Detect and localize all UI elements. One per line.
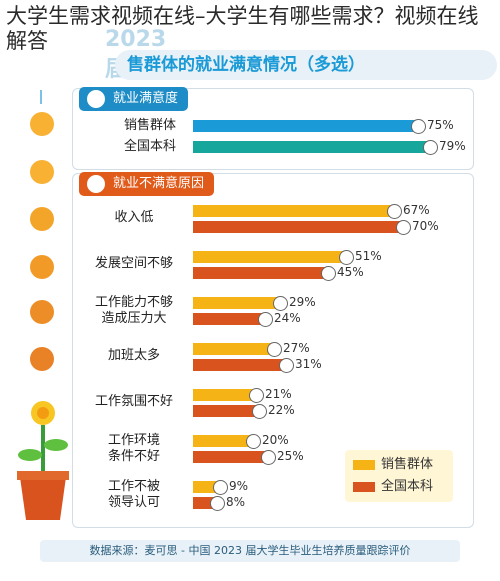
sad-icon: [246, 434, 261, 449]
value-label: 22%: [268, 403, 295, 417]
smile-icon: [411, 119, 426, 134]
heart-icon: [87, 90, 105, 108]
chart-heading: 售群体的就业满意情况（多选）: [115, 50, 497, 80]
value-label: 67%: [403, 203, 430, 217]
reason-bar: [193, 389, 256, 401]
broken-heart-icon: [87, 175, 105, 193]
value-label: 25%: [277, 449, 304, 463]
reason-bar: [193, 435, 253, 447]
reason-bar: [193, 359, 286, 371]
sad-icon: [267, 342, 282, 357]
value-label: 29%: [289, 295, 316, 309]
category-label: 销售群体: [123, 118, 176, 133]
reason-bar: [193, 221, 403, 233]
sad-icon: [252, 404, 267, 419]
category-label-line: 工作氛围不好: [94, 394, 173, 409]
sad-icon: [387, 204, 402, 219]
category-label-line: 条件不好: [107, 449, 160, 464]
source-note: 数据来源：麦可思 - 中国 2023 届大学生毕业生培养质量跟踪评价: [40, 540, 460, 562]
reason-bar: [193, 405, 259, 417]
value-label: 45%: [337, 265, 364, 279]
neutral-face-icon: [30, 207, 54, 231]
reason-bar: [193, 205, 394, 217]
reason-bar: [193, 313, 265, 325]
value-label: 21%: [265, 387, 292, 401]
sad-icon: [321, 266, 336, 281]
value-label: 8%: [226, 495, 246, 509]
category-label: 加班太多: [82, 348, 186, 364]
category-label-line: 发展空间不够: [94, 256, 173, 271]
satisfaction-panel-header: 就业满意度: [79, 87, 189, 111]
reason-bar: [193, 343, 274, 355]
page-title: 大学生需求视频在线–大学生有哪些需求？视频在线解答: [6, 4, 479, 53]
category-label-line: 收入低: [114, 210, 154, 225]
sad-icon: [210, 496, 225, 511]
chart-heading-text: 售群体的就业满意情况（多选）: [127, 55, 365, 75]
category-label: 工作不被 领导认可: [82, 479, 186, 511]
value-label: 51%: [355, 249, 382, 263]
reason-bar: [193, 251, 346, 263]
smile-icon: [423, 140, 438, 155]
legend-label-sales: 销售群体: [381, 457, 434, 472]
water-drip: [40, 90, 42, 104]
sad-icon: [213, 480, 228, 495]
sad-icon: [273, 296, 288, 311]
category-label: 工作氛围不好: [82, 394, 186, 410]
category-label: 发展空间不够: [82, 256, 186, 272]
satisfaction-bar: [193, 120, 418, 132]
category-label: 全国本科: [123, 139, 176, 154]
legend-label-national: 全国本科: [381, 479, 434, 494]
reasons-panel-title: 就业不满意原因: [113, 176, 205, 191]
value-label: 75%: [427, 118, 454, 132]
sad-icon: [339, 250, 354, 265]
plant-pot-icon: [17, 401, 69, 520]
value-label: 27%: [283, 341, 310, 355]
category-label-line: 领导认可: [107, 495, 160, 510]
category-label: 工作能力不够 造成压力大: [82, 295, 186, 327]
worried-face-icon: [30, 255, 54, 279]
happy-face-icon: [30, 112, 54, 136]
category-label: 收入低: [82, 210, 186, 226]
sad-icon: [396, 220, 411, 235]
sad-icon: [258, 312, 273, 327]
category-label-line: 工作不被: [107, 479, 160, 494]
sad-icon: [249, 388, 264, 403]
category-label-line: 造成压力大: [101, 311, 167, 326]
angry-face-icon: [30, 347, 54, 371]
category-label-line: 工作能力不够: [94, 295, 173, 310]
value-label: 20%: [262, 433, 289, 447]
chart-legend: 销售群体 全国本科: [345, 450, 453, 502]
smile-face-icon: [30, 160, 54, 184]
reason-bar: [193, 297, 280, 309]
value-label: 70%: [412, 219, 439, 233]
sad-icon: [261, 450, 276, 465]
sad-icon: [279, 358, 294, 373]
satisfaction-panel-title: 就业满意度: [113, 91, 179, 106]
value-label: 24%: [274, 311, 301, 325]
value-label: 79%: [439, 139, 466, 153]
reasons-panel-header: 就业不满意原因: [79, 172, 215, 196]
sad-face-icon: [30, 300, 54, 324]
category-label: 工作环境 条件不好: [82, 433, 186, 465]
category-label-line: 加班太多: [107, 348, 160, 363]
reason-bar: [193, 451, 268, 463]
satisfaction-bar: [193, 141, 430, 153]
value-label: 9%: [229, 479, 249, 493]
category-label-line: 工作环境: [107, 433, 160, 448]
legend-swatch-national: [353, 482, 375, 492]
reason-bar: [193, 267, 328, 279]
value-label: 31%: [295, 357, 322, 371]
legend-swatch-sales: [353, 460, 375, 470]
